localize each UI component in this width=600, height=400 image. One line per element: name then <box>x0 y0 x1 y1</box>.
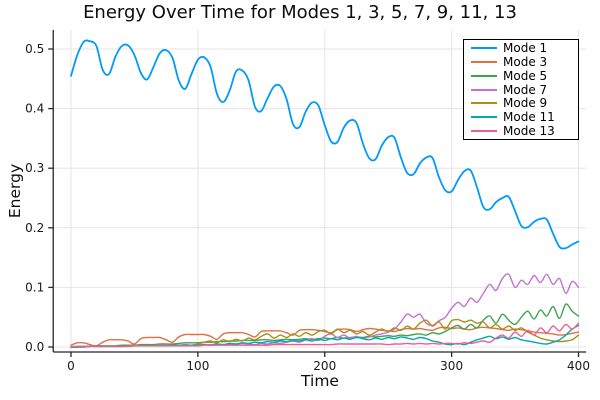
x-tick-label-300: 300 <box>440 359 463 373</box>
legend: Mode 1 Mode 3 Mode 5 Mode 7 Mode 9 Mode 11 Mod… <box>463 39 579 140</box>
legend-swatch-mode-1 <box>471 47 497 50</box>
y-tick-label-0.2: 0.2 <box>25 221 44 235</box>
series-line-mode-13 <box>70 322 580 348</box>
x-tick-label-400: 400 <box>567 359 590 373</box>
legend-swatch-mode-7 <box>471 88 497 91</box>
legend-label-mode-1: Mode 1 <box>503 41 548 56</box>
x-tick-label-200: 200 <box>313 359 336 373</box>
legend-label-mode-13: Mode 13 <box>503 123 555 138</box>
legend-swatch-mode-9 <box>471 102 497 105</box>
legend-entry-mode-13: Mode 13 <box>471 124 578 137</box>
legend-entry-mode-9: Mode 9 <box>471 97 578 110</box>
y-tick-label-0.1: 0.1 <box>25 280 44 294</box>
y-tick-label-0.0: 0.0 <box>25 340 44 354</box>
x-axis-label: Time <box>301 372 339 390</box>
legend-entry-mode-5: Mode 5 <box>471 69 578 82</box>
legend-swatch-mode-5 <box>471 74 497 77</box>
x-tick-label-0: 0 <box>67 359 75 373</box>
series-line-mode-1 <box>70 39 580 250</box>
legend-entry-mode-11: Mode 11 <box>471 111 578 124</box>
legend-label-mode-5: Mode 5 <box>503 68 548 83</box>
series-line-mode-3 <box>70 326 580 347</box>
legend-label-mode-7: Mode 7 <box>503 82 548 97</box>
legend-entry-mode-3: Mode 3 <box>471 56 578 69</box>
legend-entry-mode-7: Mode 7 <box>471 83 578 96</box>
legend-label-mode-9: Mode 9 <box>503 96 548 111</box>
y-tick-label-0.5: 0.5 <box>25 42 44 56</box>
legend-swatch-mode-3 <box>471 61 497 63</box>
chart-title: Energy Over Time for Modes 1, 3, 5, 7, 9… <box>83 2 517 23</box>
y-tick-label-0.4: 0.4 <box>25 102 44 116</box>
legend-swatch-mode-11 <box>471 116 497 118</box>
legend-label-mode-3: Mode 3 <box>503 55 548 69</box>
x-tick-label-100: 100 <box>186 359 209 373</box>
legend-label-mode-11: Mode 11 <box>503 110 555 124</box>
series-line-mode-5 <box>70 303 580 348</box>
y-tick-label-0.3: 0.3 <box>25 161 44 175</box>
legend-entry-mode-1: Mode 1 <box>471 42 578 55</box>
legend-swatch-mode-13 <box>471 129 497 132</box>
